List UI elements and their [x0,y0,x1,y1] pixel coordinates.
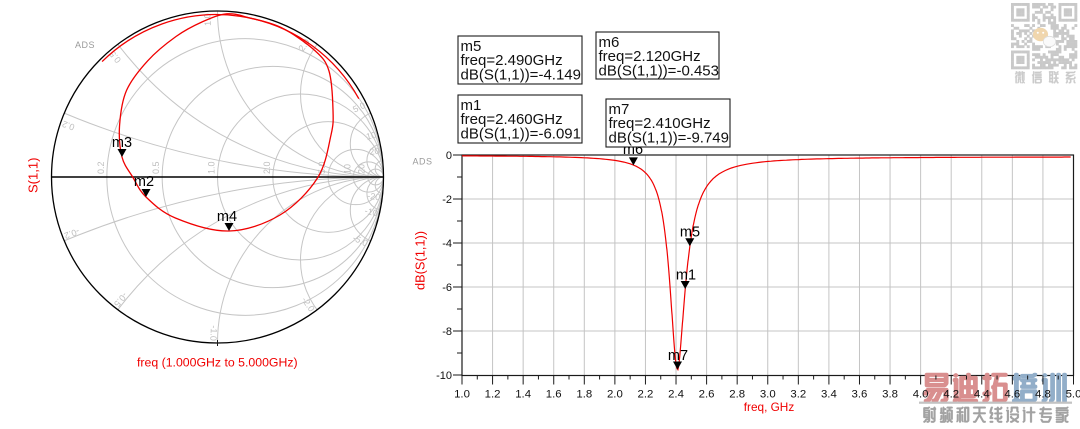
svg-text:1.0: 1.0 [207,161,217,174]
svg-text:2.6: 2.6 [699,389,715,401]
svg-text:4.8: 4.8 [1035,389,1051,401]
svg-text:-1.0: -1.0 [208,325,219,341]
svg-text:2.0: 2.0 [607,389,623,401]
svg-text:2.2: 2.2 [638,389,654,401]
svg-text:2.4: 2.4 [668,389,684,401]
svg-text:-2: -2 [442,194,452,206]
svg-text:m3: m3 [112,135,132,151]
svg-text:4.4: 4.4 [974,389,990,401]
svg-text:-8: -8 [442,326,452,338]
svg-text:dB(S(1,1))=-6.091: dB(S(1,1))=-6.091 [461,126,581,143]
svg-text:1.0: 1.0 [454,389,470,401]
svg-text:ADS: ADS [75,40,95,50]
svg-text:10: 10 [365,130,377,142]
svg-text:m5: m5 [680,225,700,241]
svg-text:5.0: 5.0 [351,100,367,114]
svg-text:1.8: 1.8 [576,389,592,401]
svg-text:-20: -20 [367,191,381,203]
svg-text:freq (1.000GHz to 5.000GHz): freq (1.000GHz to 5.000GHz) [137,356,298,370]
svg-text:4.6: 4.6 [1004,389,1020,401]
svg-text:1.6: 1.6 [546,389,562,401]
svg-text:-0.2: -0.2 [63,226,81,241]
svg-text:freq, GHz: freq, GHz [744,400,795,414]
svg-text:m1: m1 [461,97,482,114]
svg-text:m5: m5 [461,38,482,55]
svg-text:3.0: 3.0 [760,389,776,401]
svg-text:3.2: 3.2 [790,389,806,401]
svg-text:m7: m7 [609,101,630,118]
svg-text:S(1,1): S(1,1) [26,158,41,193]
svg-text:m7: m7 [668,348,688,364]
svg-text:m2: m2 [134,174,154,190]
svg-text:-10: -10 [436,370,452,382]
svg-text:5.0: 5.0 [1066,389,1080,401]
svg-text:3.6: 3.6 [852,389,868,401]
svg-text:dB(S(1,1))=-0.453: dB(S(1,1))=-0.453 [599,63,719,80]
svg-text:dB(S(1,1))=-4.149: dB(S(1,1))=-4.149 [461,67,581,84]
svg-text:1.2: 1.2 [485,389,501,401]
svg-text:4.0: 4.0 [913,389,929,401]
svg-text:2.8: 2.8 [729,389,745,401]
svg-text:dB(S(1,1)): dB(S(1,1)) [413,231,428,290]
svg-text:20: 20 [357,164,367,174]
svg-text:-10: -10 [364,206,379,219]
svg-text:m4: m4 [217,209,237,225]
svg-text:0.5: 0.5 [151,161,161,174]
svg-text:3.8: 3.8 [882,389,898,401]
svg-text:freq=2.410GHz: freq=2.410GHz [609,115,711,132]
svg-text:-0.5: -0.5 [112,291,130,309]
svg-text:0: 0 [446,150,452,162]
svg-text:-2.0: -2.0 [300,295,317,313]
svg-text:dB(S(1,1))=-9.749: dB(S(1,1))=-9.749 [609,130,729,147]
svg-text:0.2: 0.2 [96,161,106,174]
svg-text:ADS: ADS [413,157,433,167]
svg-text:freq=2.460GHz: freq=2.460GHz [461,111,563,128]
svg-text:m6: m6 [599,34,620,51]
svg-text:4.2: 4.2 [943,389,959,401]
svg-text:0.2: 0.2 [61,119,76,133]
svg-text:freq=2.120GHz: freq=2.120GHz [599,48,701,65]
svg-text:freq=2.490GHz: freq=2.490GHz [461,52,563,69]
svg-text:20: 20 [369,146,380,157]
svg-text:3.4: 3.4 [821,389,837,401]
svg-text:10: 10 [342,164,352,174]
svg-text:2.0: 2.0 [262,161,272,174]
svg-text:m1: m1 [676,268,696,284]
svg-text:-4: -4 [442,238,452,250]
svg-text:1.4: 1.4 [515,389,531,401]
svg-text:-6: -6 [442,282,452,294]
